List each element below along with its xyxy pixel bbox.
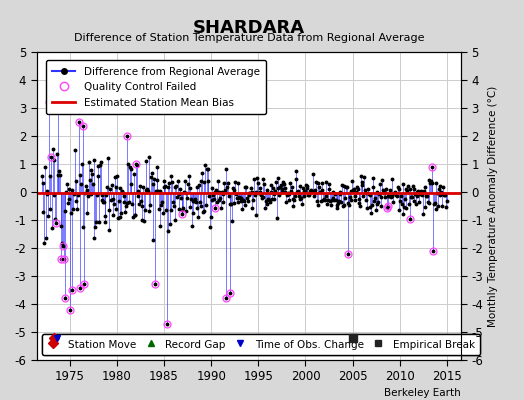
Legend: Station Move, Record Gap, Time of Obs. Change, Empirical Break: Station Move, Record Gap, Time of Obs. C…	[42, 334, 481, 355]
Text: Difference of Station Temperature Data from Regional Average: Difference of Station Temperature Data f…	[74, 33, 424, 43]
Text: Berkeley Earth: Berkeley Earth	[385, 388, 461, 398]
Title: SHARDARA: SHARDARA	[193, 18, 305, 36]
Y-axis label: Monthly Temperature Anomaly Difference (°C): Monthly Temperature Anomaly Difference (…	[487, 85, 498, 327]
